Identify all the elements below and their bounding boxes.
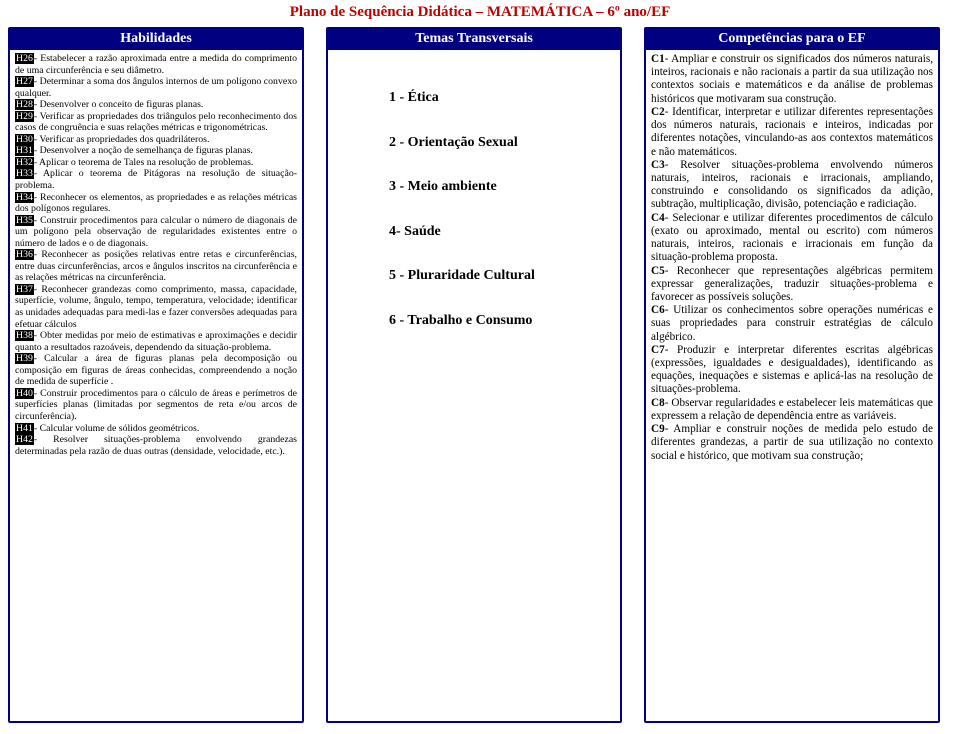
competencia-item: C4- Selecionar e utilizar diferentes pro… [651,212,933,265]
competencia-code: C7 [651,344,665,356]
competencia-item: C6- Utilizar os conhecimentos sobre oper… [651,304,933,344]
competencias-column: Competências para o EF C1- Ampliar e con… [644,27,940,723]
habilidade-code: H34 [15,192,34,203]
habilidade-code: H33 [15,168,34,179]
temas-body: 1 - Ética 2 - Orientação Sexual 3 - Meio a… [328,50,620,360]
competencia-text: - Reconhecer que representações algébric… [651,265,933,303]
habilidade-code: H42 [15,434,34,445]
competencia-text: - Selecionar e utilizar diferentes proce… [651,212,933,264]
habilidade-code: H36 [15,249,34,260]
habilidade-code: H32 [15,157,34,168]
habilidade-item: H35- Construir procedimentos para calcul… [15,215,297,250]
competencia-item: C1- Ampliar e construir os significados … [651,53,933,106]
tema-item: 3 - Meio ambiente [333,179,615,196]
habilidade-item: H26- Estabelecer a razão aproximada entr… [15,53,297,76]
habilidade-code: H37 [15,284,34,295]
competencia-item: C7- Produzir e interpretar diferentes es… [651,344,933,397]
habilidade-text: - Desenvolver o conceito de figuras plan… [34,99,203,110]
habilidade-text: - Calcular volume de sólidos geométricos… [34,423,199,434]
habilidade-text: - Estabelecer a razão aproximada entre a… [15,53,297,76]
competencia-text: - Ampliar e construir noções de medida p… [651,423,933,461]
habilidades-column: Habilidades H26- Estabelecer a razão apr… [8,27,304,723]
habilidade-item: H31- Desenvolver a noção de semelhança d… [15,145,297,157]
habilidade-item: H32- Aplicar o teorema de Tales na resol… [15,157,297,169]
temas-column: Temas Transversais 1 - Ética 2 - Orientaç… [326,27,622,723]
competencia-code: C2 [651,106,665,118]
competencia-code: C9 [651,423,665,435]
habilidades-header: Habilidades [10,29,302,50]
habilidade-item: H33- Aplicar o teorema de Pitágoras na r… [15,168,297,191]
competencia-code: C3 [651,159,665,171]
competencia-item: C9- Ampliar e construir noções de medida… [651,423,933,463]
habilidade-code: H29 [15,111,34,122]
competencia-item: C8- Observar regularidades e estabelecer… [651,397,933,423]
habilidade-item: H41- Calcular volume de sólidos geométri… [15,423,297,435]
habilidade-text: - Construir procedimentos para calcular … [15,215,297,249]
competencias-header: Competências para o EF [646,29,938,50]
competencia-text: - Resolver situações-problema envolvendo… [651,159,933,211]
habilidade-code: H38 [15,330,34,341]
habilidade-text: - Verificar as propriedades dos quadrilá… [34,134,210,145]
tema-item: 1 - Ética [333,90,615,107]
habilidade-text: - Obter medidas por meio de estimativas … [15,330,297,353]
habilidade-item: H39- Calcular a área de figuras planas p… [15,353,297,388]
habilidade-text: - Desenvolver a noção de semelhança de f… [34,145,253,156]
competencia-text: - Ampliar e construir os significados do… [651,53,933,105]
habilidade-item: H42- Resolver situações-problema envolve… [15,434,297,457]
habilidade-code: H39 [15,353,34,364]
habilidade-text: - Reconhecer grandezas como comprimento,… [15,284,297,330]
competencia-item: C3- Resolver situações-problema envolven… [651,159,933,212]
habilidade-item: H38- Obter medidas por meio de estimativ… [15,330,297,353]
habilidade-text: - Construir procedimentos para o cálculo… [15,388,297,422]
habilidade-text: - Aplicar o teorema de Pitágoras na reso… [15,168,297,191]
habilidade-code: H28 [15,99,34,110]
competencia-text: - Produzir e interpretar diferentes escr… [651,344,933,396]
habilidade-text: - Resolver situações-problema envolvendo… [15,434,297,457]
tema-item: 2 - Orientação Sexual [333,135,615,152]
tema-item: 4- Saúde [333,224,615,241]
habilidade-text: - Calcular a área de figuras planas pela… [15,353,297,387]
competencia-item: C5- Reconhecer que representações algébr… [651,265,933,305]
habilidade-code: H30 [15,134,34,145]
competencia-code: C6 [651,304,665,316]
competencia-code: C4 [651,212,665,224]
habilidade-item: H29- Verificar as propriedades dos triân… [15,111,297,134]
competencia-code: C8 [651,397,665,409]
competencia-item: C2- Identificar, interpretar e utilizar … [651,106,933,159]
habilidade-item: H40- Construir procedimentos para o cálc… [15,388,297,423]
habilidade-item: H34- Reconhecer os elementos, as proprie… [15,192,297,215]
habilidade-text: - Verificar as propriedades dos triângul… [15,111,297,134]
habilidade-text: - Aplicar o teorema de Tales na resoluçã… [34,157,253,168]
competencias-body: C1- Ampliar e construir os significados … [646,50,938,466]
habilidade-item: H37- Reconhecer grandezas como comprimen… [15,284,297,330]
tema-item: 6 - Trabalho e Consumo [333,313,615,330]
habilidade-code: H31 [15,145,34,156]
habilidade-code: H35 [15,215,34,226]
habilidade-item: H30- Verificar as propriedades dos quadr… [15,134,297,146]
habilidades-body: H26- Estabelecer a razão aproximada entr… [10,50,302,460]
habilidade-code: H40 [15,388,34,399]
habilidade-code: H27 [15,76,34,87]
columns-container: Habilidades H26- Estabelecer a razão apr… [0,27,960,723]
habilidade-code: H41 [15,423,34,434]
page-title: Plano de Sequência Didática – MATEMÁTICA… [0,0,960,27]
habilidade-item: H27- Determinar a soma dos ângulos inter… [15,76,297,99]
habilidade-text: - Determinar a soma dos ângulos internos… [15,76,297,99]
competencia-text: - Identificar, interpretar e utilizar di… [651,106,933,158]
competencia-code: C1 [651,53,665,65]
habilidade-item: H28- Desenvolver o conceito de figuras p… [15,99,297,111]
temas-header: Temas Transversais [328,29,620,50]
competencia-text: - Observar regularidades e estabelecer l… [651,397,933,422]
habilidade-code: H26 [15,53,34,64]
tema-item: 5 - Pluraridade Cultural [333,268,615,285]
habilidade-text: - Reconhecer as posições relativas entre… [15,249,297,283]
habilidade-text: - Reconhecer os elementos, as propriedad… [15,192,297,215]
habilidade-item: H36- Reconhecer as posições relativas en… [15,249,297,284]
competencia-text: - Utilizar os conhecimentos sobre operaç… [651,304,933,342]
competencia-code: C5 [651,265,665,277]
